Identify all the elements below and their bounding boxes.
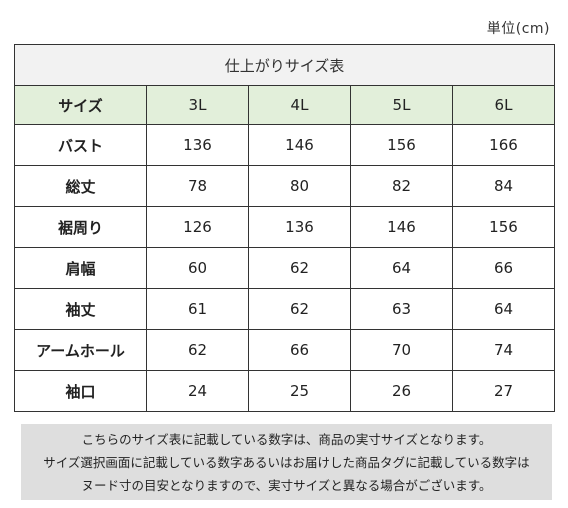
table-cell: 27	[452, 370, 555, 412]
table-cell: 64	[452, 288, 555, 330]
header-size-5l: 5L	[350, 85, 453, 125]
table-cell: 84	[452, 165, 555, 207]
table-cell: 61	[146, 288, 249, 330]
table-cell: 62	[146, 329, 249, 371]
row-label: 袖丈	[14, 288, 147, 330]
row-label: バスト	[14, 124, 147, 166]
table-cell: 136	[146, 124, 249, 166]
measurement-note: こちらのサイズ表に記載している数字は、商品の実寸サイズとなります。 サイズ選択画…	[21, 424, 552, 500]
table-cell: 25	[248, 370, 351, 412]
table-cell: 74	[452, 329, 555, 371]
table-row-shoulder: 肩幅 60 62 64 66	[14, 247, 555, 289]
table-cell: 146	[350, 206, 453, 248]
table-row-hem: 裾周り 126 136 146 156	[14, 206, 555, 248]
table-cell: 80	[248, 165, 351, 207]
table-row-length: 総丈 78 80 82 84	[14, 165, 555, 207]
table-cell: 70	[350, 329, 453, 371]
header-size-6l: 6L	[452, 85, 555, 125]
table-row-bust: バスト 136 146 156 166	[14, 124, 555, 166]
header-row: サイズ 3L 4L 5L 6L	[14, 85, 555, 125]
table-cell: 62	[248, 247, 351, 289]
table-caption: 仕上がりサイズ表	[14, 44, 555, 86]
table-cell: 24	[146, 370, 249, 412]
table-cell: 166	[452, 124, 555, 166]
table-cell: 126	[146, 206, 249, 248]
table-cell: 66	[452, 247, 555, 289]
unit-label: 単位(cm)	[486, 21, 550, 37]
table-cell: 26	[350, 370, 453, 412]
table-cell: 66	[248, 329, 351, 371]
table-cell: 136	[248, 206, 351, 248]
table-cell: 146	[248, 124, 351, 166]
header-size-4l: 4L	[248, 85, 351, 125]
table-cell: 63	[350, 288, 453, 330]
size-table: 仕上がりサイズ表 サイズ 3L 4L 5L 6L バスト 136 146 156…	[14, 44, 555, 412]
row-label: 裾周り	[14, 206, 147, 248]
table-row-cuff: 袖口 24 25 26 27	[14, 370, 555, 412]
row-label: 袖口	[14, 370, 147, 412]
table-cell: 60	[146, 247, 249, 289]
header-size-3l: 3L	[146, 85, 249, 125]
table-row-sleeve: 袖丈 61 62 63 64	[14, 288, 555, 330]
header-size-label: サイズ	[14, 85, 147, 125]
table-row-armhole: アームホール 62 66 70 74	[14, 329, 555, 371]
table-cell: 62	[248, 288, 351, 330]
note-line: こちらのサイズ表に記載している数字は、商品の実寸サイズとなります。	[81, 432, 492, 447]
table-cell: 82	[350, 165, 453, 207]
row-label: アームホール	[14, 329, 147, 371]
caption-row: 仕上がりサイズ表	[14, 44, 555, 86]
table-cell: 78	[146, 165, 249, 207]
row-label: 総丈	[14, 165, 147, 207]
table-cell: 64	[350, 247, 453, 289]
note-line: ヌード寸の目安となりますので、実寸サイズと異なる場合がございます。	[81, 478, 492, 493]
row-label: 肩幅	[14, 247, 147, 289]
note-line: サイズ選択画面に記載している数字あるいはお届けした商品タグに記載している数字は	[43, 455, 530, 470]
table-cell: 156	[350, 124, 453, 166]
table-cell: 156	[452, 206, 555, 248]
